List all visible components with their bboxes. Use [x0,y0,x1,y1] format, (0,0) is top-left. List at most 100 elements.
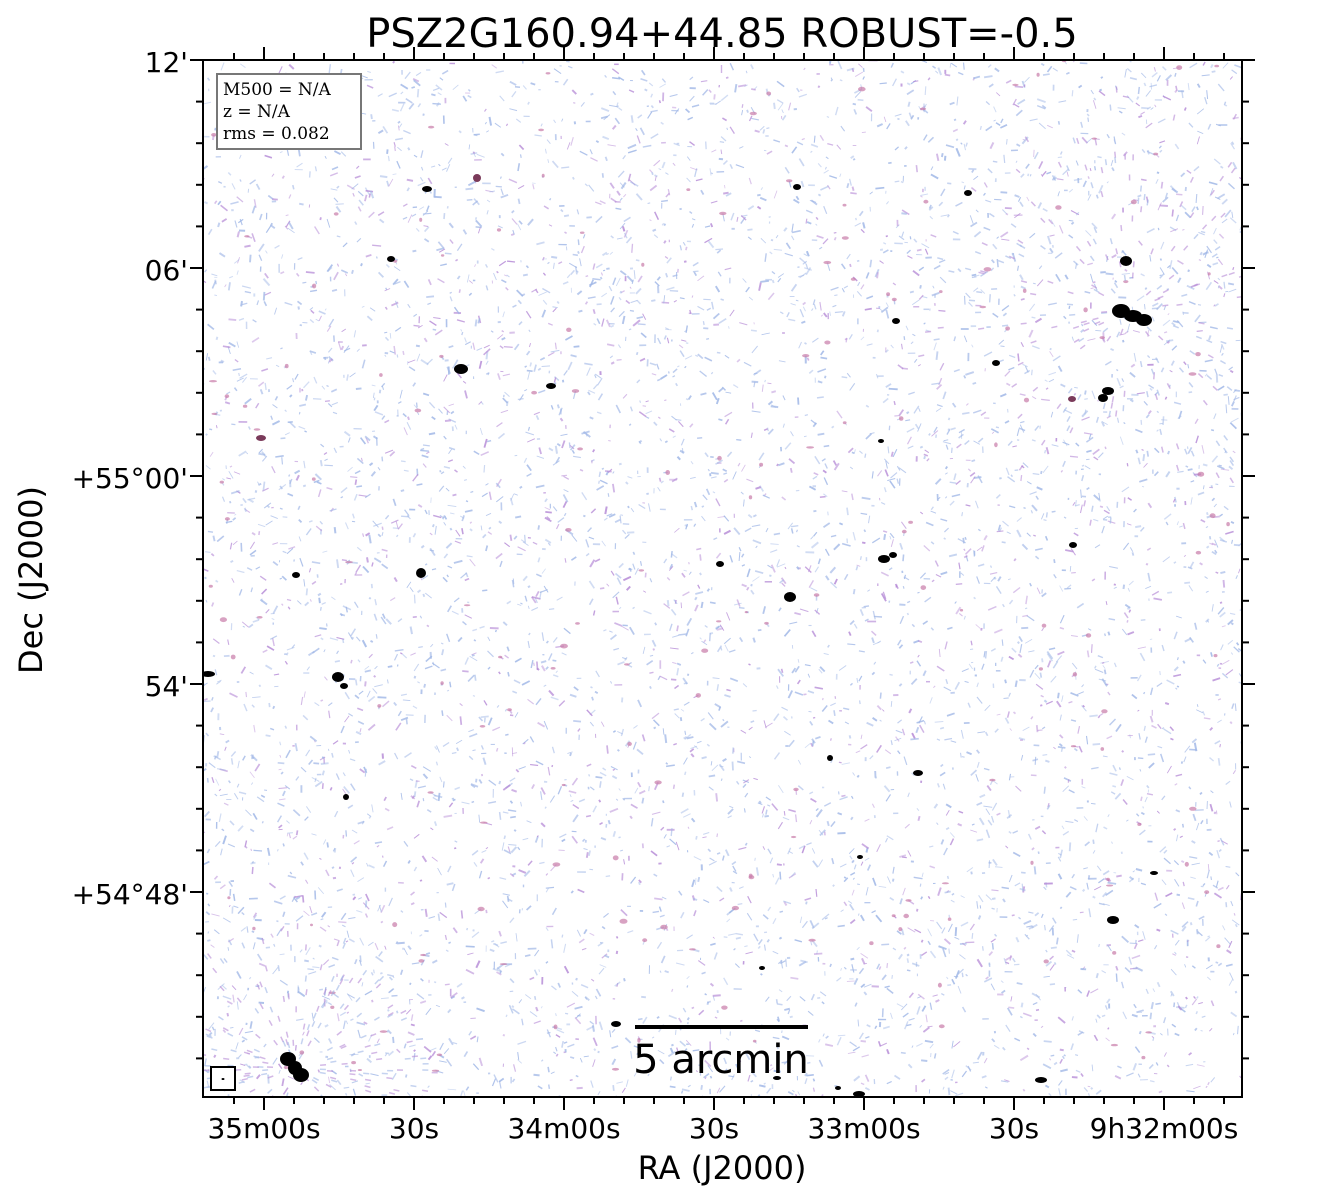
noise-streak [456,747,460,752]
noise-streak [1104,446,1107,450]
noise-streak [214,294,218,297]
noise-streak [451,883,456,892]
noise-streak [1126,620,1129,623]
noise-streak [1008,874,1013,883]
noise-streak [313,479,320,484]
noise-streak [647,111,653,119]
noise-streak [704,1059,712,1068]
noise-streak [473,450,480,456]
noise-streak [762,129,766,134]
noise-streak [561,934,564,938]
noise-streak [637,323,646,326]
noise-streak [1147,753,1156,756]
noise-streak [672,784,676,790]
noise-streak [1214,368,1218,375]
noise-streak [968,663,973,670]
noise-streak [315,280,318,285]
noise-streak [393,701,398,707]
noise-streak [1232,161,1238,170]
noise-streak [976,696,983,704]
noise-streak [756,205,762,210]
noise-streak [1155,1002,1161,1006]
noise-streak [415,1038,424,1041]
noise-streak [788,739,795,748]
noise-streak [674,713,680,719]
noise-streak [429,549,435,552]
noise-streak [841,490,848,493]
noise-streak [552,674,559,678]
noise-streak [754,857,756,861]
noise-streak [1081,705,1087,712]
noise-streak [548,224,553,227]
noise-streak [640,77,648,82]
noise-streak [522,273,528,277]
noise-streak [980,289,986,294]
noise-streak [849,620,855,626]
noise-streak [320,699,324,702]
noise-streak [741,110,744,116]
noise-streak [1131,954,1141,960]
noise-streak [341,559,347,562]
noise-streak [653,726,657,730]
noise-streak [944,73,951,77]
noise-streak [413,833,420,839]
noise-streak [1188,1052,1193,1056]
noise-streak [1210,429,1215,432]
noise-streak [536,455,545,459]
noise-streak [996,530,1004,533]
noise-streak [995,426,1000,429]
noise-streak [1224,209,1232,218]
noise-streak [544,506,551,511]
noise-streak [1096,1014,1101,1019]
noise-streak [1091,644,1093,653]
noise-streak [902,554,905,562]
noise-streak [329,637,339,641]
noise-streak [306,666,310,671]
noise-streak [561,838,566,843]
noise-streak [987,64,992,68]
noise-streak [839,522,844,526]
noise-streak [564,335,573,341]
noise-streak [1131,1013,1138,1018]
noise-streak [1045,700,1053,705]
noise-streak [808,369,814,375]
noise-streak [620,849,624,852]
noise-streak [1012,98,1017,106]
noise-streak [908,708,913,714]
noise-streak [810,797,817,803]
noise-streak [929,215,934,220]
noise-streak [746,912,753,921]
noise-streak [479,427,483,436]
noise-streak [1102,421,1108,425]
noise-streak [555,1013,557,1017]
noise-streak [923,453,929,457]
noise-streak [856,946,860,951]
noise-streak [632,551,636,556]
noise-streak [1211,70,1216,73]
noise-streak [927,940,931,946]
noise-streak [856,677,859,683]
noise-streak [1106,505,1111,512]
noise-streak [946,712,955,717]
noise-streak [407,1031,415,1036]
noise-streak [814,686,824,690]
noise-streak [1015,160,1018,163]
noise-streak [733,527,741,536]
noise-streak [1020,173,1025,178]
noise-streak [1217,719,1222,723]
noise-streak [1161,727,1165,730]
noise-streak [709,982,715,987]
noise-streak [273,673,280,676]
noise-streak [659,1059,665,1065]
noise-streak [205,353,209,361]
noise-streak [1122,1011,1127,1020]
noise-streak [376,844,380,848]
noise-streak [784,144,789,148]
noise-streak [917,993,925,1000]
noise-streak [302,281,307,284]
noise-streak [1090,273,1094,283]
noise-streak [864,307,872,311]
noise-streak [1097,655,1104,659]
noise-streak [469,732,478,738]
noise-streak [1089,167,1092,172]
